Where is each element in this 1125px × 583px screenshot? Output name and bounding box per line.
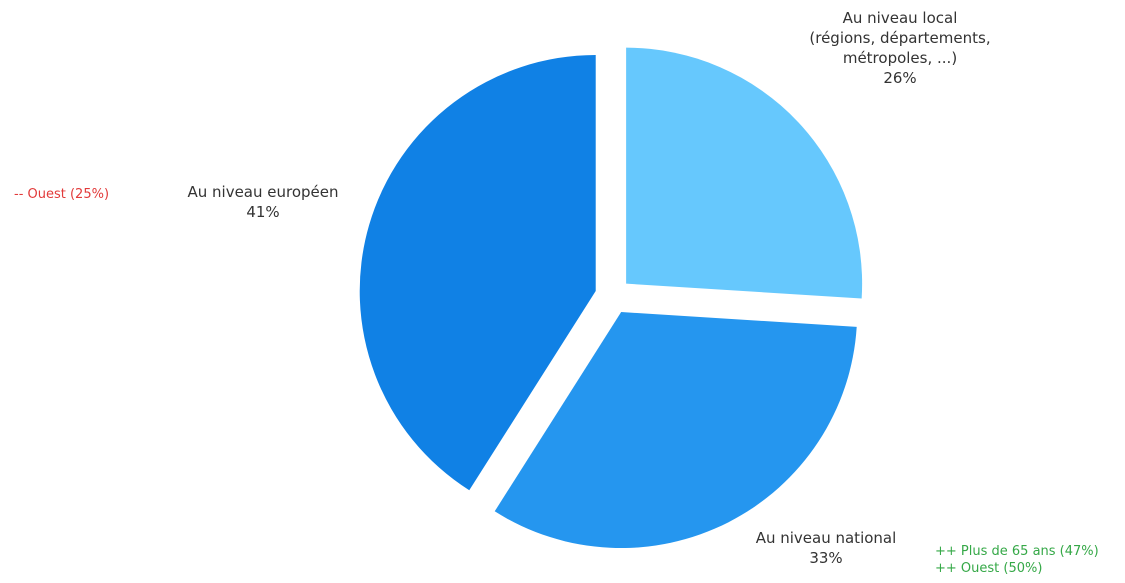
- pie-slice-local: [626, 47, 863, 299]
- pie-slice-europeen: [359, 54, 596, 491]
- annotation-ouest-negative: -- Ouest (25%): [14, 187, 110, 202]
- slice-value-national: 33%: [809, 549, 843, 567]
- slice-value-local: 26%: [883, 69, 917, 87]
- slice-label-europeen: Au niveau européen 41%: [163, 182, 363, 222]
- slice-label-national: Au niveau national 33%: [726, 528, 926, 568]
- pie-slice-national: [494, 312, 857, 549]
- annotation-national-positive: ++ Plus de 65 ans (47%) ++ Ouest (50%): [935, 544, 1099, 576]
- slice-value-europeen: 41%: [246, 203, 280, 221]
- slice-label-local: Au niveau local (régions, départements, …: [800, 8, 1000, 88]
